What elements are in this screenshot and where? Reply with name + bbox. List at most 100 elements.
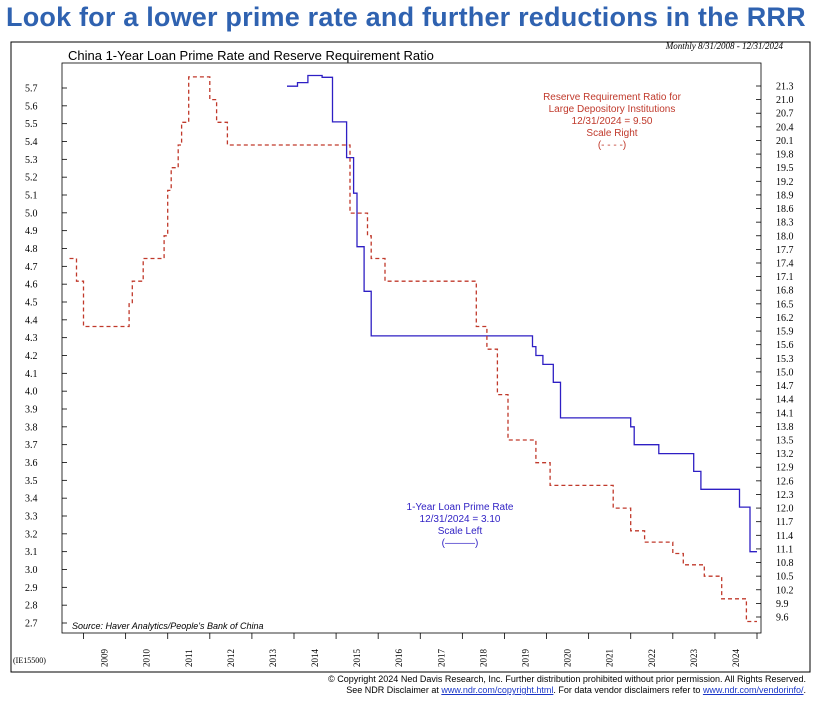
right-tick-label: 20.4	[776, 122, 794, 133]
left-tick-label: 4.9	[25, 226, 38, 237]
rrr-series-line	[69, 76, 757, 623]
x-tick-label: 2011	[184, 649, 194, 667]
vendorinfo-link[interactable]: www.ndr.com/vendorinfo/	[702, 685, 804, 695]
right-tick-label: 21.0	[776, 95, 794, 106]
lpr-annotation-line: 12/31/2024 = 3.10	[420, 514, 501, 525]
chart-frame	[10, 41, 811, 673]
copyright-link[interactable]: www.ndr.com/copyright.html	[441, 685, 554, 695]
left-tick-label: 4.4	[25, 315, 38, 326]
right-tick-label: 9.6	[776, 613, 789, 624]
left-tick-label: 3.0	[25, 565, 38, 576]
right-tick-label: 17.7	[776, 245, 794, 256]
right-tick-label: 16.8	[776, 286, 794, 297]
right-tick-label: 14.1	[776, 408, 794, 419]
right-tick-label: 10.5	[776, 572, 794, 583]
right-tick-label: 15.3	[776, 354, 794, 365]
disclaimer-line: See NDR Disclaimer at www.ndr.com/copyri…	[346, 685, 806, 695]
left-tick-label: 2.9	[25, 583, 38, 594]
right-tick-label: 18.3	[776, 218, 794, 229]
left-tick-label: 4.0	[25, 387, 38, 398]
source-note: Source: Haver Analytics/People's Bank of…	[72, 621, 263, 631]
right-tick-label: 19.2	[776, 177, 794, 188]
right-tick-label: 16.2	[776, 313, 794, 324]
lpr-annotation-line: (———)	[442, 538, 479, 549]
x-tick-label: 2012	[226, 649, 236, 667]
right-tick-label: 11.1	[776, 544, 793, 555]
left-axis: 5.7 5.6 5.5 5.4 5.3 5.2 5.1 5.0 4.9 4.8 4.7 4.6 4.5 4…	[25, 84, 67, 630]
rrr-annotation-line: Scale Right	[586, 128, 637, 139]
left-tick-label: 5.0	[25, 208, 38, 219]
x-tick-label: 2021	[605, 649, 615, 667]
x-tick-label: 2009	[100, 649, 110, 668]
right-tick-label: 12.9	[776, 463, 794, 474]
left-tick-label: 3.1	[25, 547, 38, 558]
right-tick-label: 15.0	[776, 367, 794, 378]
x-tick-label: 2024	[731, 649, 741, 668]
right-tick-label: 18.9	[776, 190, 794, 201]
left-tick-label: 4.7	[25, 262, 38, 273]
right-tick-label: 17.4	[776, 259, 794, 270]
right-tick-label: 9.9	[776, 599, 789, 610]
right-tick-label: 21.3	[776, 82, 794, 93]
left-tick-label: 3.7	[25, 440, 38, 451]
series-layer	[69, 74, 757, 623]
right-tick-label: 18.0	[776, 231, 794, 242]
left-tick-label: 5.5	[25, 119, 38, 130]
right-tick-label: 15.6	[776, 340, 794, 351]
right-tick-label: 13.2	[776, 449, 794, 460]
left-tick-label: 5.6	[25, 101, 38, 112]
left-tick-label: 4.3	[25, 333, 38, 344]
copyright-line: © Copyright 2024 Ned Davis Research, Inc…	[328, 674, 806, 684]
left-tick-label: 3.2	[25, 529, 38, 540]
x-tick-label: 2013	[268, 649, 278, 668]
headline: Look for a lower prime rate and further …	[6, 2, 806, 32]
x-tick-label: 2014	[310, 649, 320, 668]
x-tick-label: 2017	[436, 649, 446, 668]
x-tick-label: 2010	[142, 649, 152, 668]
chart-code: (IE15500)	[13, 656, 46, 665]
left-tick-label: 5.2	[25, 173, 38, 184]
right-tick-label: 11.7	[776, 517, 793, 528]
right-tick-label: 13.5	[776, 436, 794, 447]
x-tick-label: 2022	[647, 649, 657, 667]
left-tick-label: 3.4	[25, 494, 38, 505]
right-tick-label: 12.6	[776, 476, 794, 487]
frequency-note: Monthly 8/31/2008 - 12/31/2024	[665, 41, 784, 51]
right-tick-label: 19.8	[776, 150, 794, 161]
left-tick-label: 3.6	[25, 458, 38, 469]
x-tick-label: 2018	[478, 649, 488, 668]
rrr-annotation-line: Large Depository Institutions	[549, 104, 676, 115]
right-tick-label: 13.8	[776, 422, 794, 433]
lpr-series-line	[287, 74, 757, 553]
x-tick-label: 2020	[563, 649, 573, 668]
right-tick-label: 10.2	[776, 585, 794, 596]
x-tick-label: 2016	[394, 649, 404, 668]
left-tick-label: 3.5	[25, 476, 38, 487]
disclaimer-post: .	[803, 685, 806, 695]
left-tick-label: 5.7	[25, 84, 38, 95]
disclaimer-pre: See NDR Disclaimer at	[346, 685, 442, 695]
right-tick-label: 20.7	[776, 109, 794, 120]
disclaimer-mid: . For data vendor disclaimers refer to	[553, 685, 703, 695]
left-tick-label: 4.6	[25, 280, 38, 291]
rrr-annotation-line: (- - - -)	[598, 140, 626, 151]
x-tick-label: 2023	[689, 649, 699, 668]
x-tick-label: 2019	[520, 649, 530, 668]
left-tick-label: 5.4	[25, 137, 38, 148]
left-tick-label: 2.8	[25, 601, 38, 612]
left-tick-label: 4.8	[25, 244, 38, 255]
right-tick-label: 12.3	[776, 490, 794, 501]
right-tick-label: 17.1	[776, 272, 794, 283]
left-tick-label: 5.1	[25, 191, 38, 202]
plot-area	[61, 62, 762, 634]
left-tick-label: 3.3	[25, 512, 38, 523]
rrr-annotation-line: Reserve Requirement Ratio for	[543, 92, 682, 103]
right-tick-label: 14.4	[776, 395, 794, 406]
right-tick-label: 16.5	[776, 299, 794, 310]
right-tick-label: 14.7	[776, 381, 794, 392]
chart-title: China 1-Year Loan Prime Rate and Reserve…	[68, 48, 434, 63]
left-tick-label: 4.1	[25, 369, 38, 380]
right-tick-label: 19.5	[776, 163, 794, 174]
